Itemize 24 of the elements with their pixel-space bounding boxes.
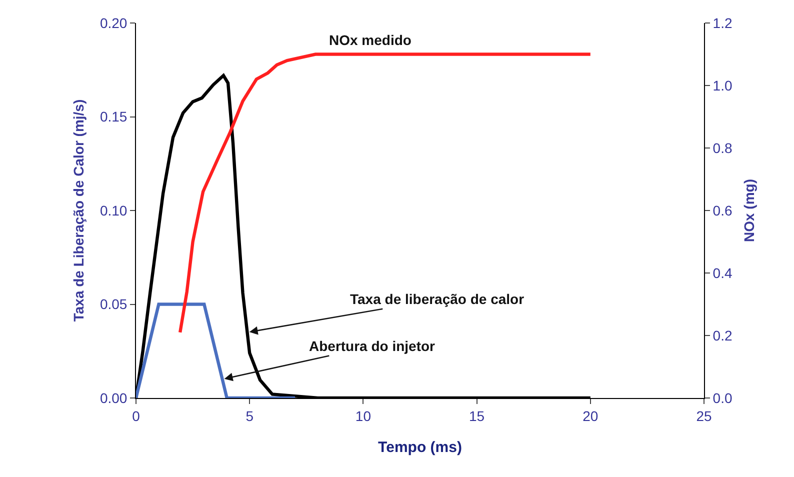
annotation: NOx medido xyxy=(329,32,412,48)
y2-tick-label: 0.6 xyxy=(712,202,732,218)
y2-tick-label: 0.8 xyxy=(712,140,732,156)
y-tick-label: 0.00 xyxy=(100,390,128,406)
y2-tick-label: 1.0 xyxy=(712,77,732,94)
y2-tick-label: 1.2 xyxy=(712,14,732,31)
annotation: Taxa de liberação de calor xyxy=(350,291,525,307)
y-tick-label: 0.10 xyxy=(100,202,128,218)
y-tick-label: 0.05 xyxy=(100,296,128,312)
x-tick-label: 5 xyxy=(246,408,254,424)
y2-tick-label: 0.2 xyxy=(712,327,732,344)
x-tick-label: 0 xyxy=(132,408,140,424)
annotation: Abertura do injetor xyxy=(309,338,436,354)
x-tick-label: 15 xyxy=(469,408,485,424)
y2-tick-label: 0.4 xyxy=(712,264,732,281)
y-tick-label: 0.15 xyxy=(100,108,128,125)
x-tick-label: 20 xyxy=(582,408,598,424)
x-tick-label: 10 xyxy=(355,408,372,424)
x-tick-label: 25 xyxy=(696,408,712,424)
x-axis-title: Tempo (ms) xyxy=(378,438,462,456)
y-tick-label: 0.20 xyxy=(100,14,128,31)
y2-tick-label: 0.0 xyxy=(712,390,732,406)
y-axis-title: Taxa de Liberação de Calor (mj/s) xyxy=(70,99,87,322)
y2-axis-title: NOx (mg) xyxy=(740,179,757,242)
